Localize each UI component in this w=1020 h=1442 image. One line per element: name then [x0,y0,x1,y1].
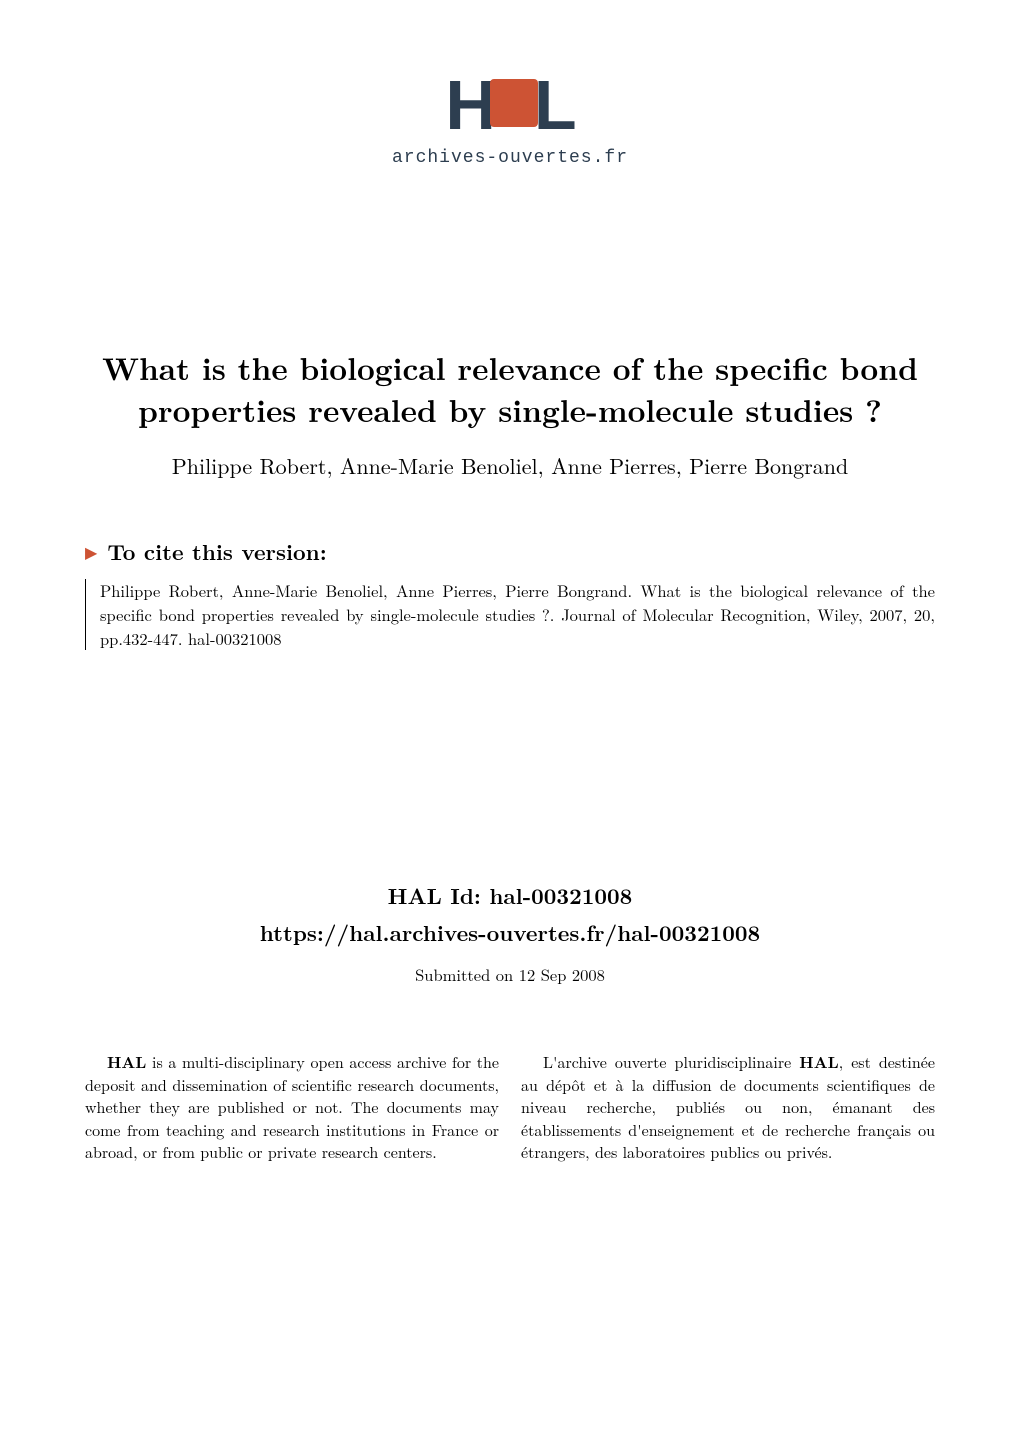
hal-id-block: HAL Id: hal-00321008 https://hal.archive… [85,880,935,986]
desc-en-first: HAL [107,1050,146,1073]
description-fr: L'archive ouverte pluridisciplinaire HAL… [521,1051,935,1163]
logo-subtitle: archives-ouvertes.fr [392,148,628,168]
submitted-date: Submitted on 12 Sep 2008 [85,962,935,986]
cite-section: ▶ To cite this version: Philippe Robert,… [85,536,935,651]
cite-marker-icon: ▶ [85,540,97,563]
logo-letter-l: L [534,66,575,144]
desc-fr-first: L'archive ouverte pluridisciplinaire [543,1050,799,1073]
citation-text: Philippe Robert, Anne-Marie Benoliel, An… [85,579,935,651]
desc-fr-bold: HAL [799,1050,838,1073]
cite-heading-row: ▶ To cite this version: [85,536,935,567]
hal-logo: HL archives-ouvertes.fr [392,70,628,168]
logo-letter-h: H [445,66,494,144]
description-columns: HAL is a multi-disciplinary open access … [85,1051,935,1163]
hal-logo-text: HL [392,70,628,140]
desc-en-rest: is a multi-disciplinary open access arch… [85,1050,499,1163]
paper-title: What is the biological relevance of the … [85,348,935,432]
paper-authors: Philippe Robert, Anne-Marie Benoliel, An… [85,450,935,481]
hal-url-link[interactable]: https://hal.archives-ouvertes.fr/hal-003… [260,917,760,948]
hal-url[interactable]: https://hal.archives-ouvertes.fr/hal-003… [85,917,935,948]
cite-heading: To cite this version: [107,536,326,567]
hal-logo-block: HL archives-ouvertes.fr [85,70,935,168]
hal-id: HAL Id: hal-00321008 [85,880,935,911]
description-en: HAL is a multi-disciplinary open access … [85,1051,499,1163]
logo-accent-box [490,79,538,127]
